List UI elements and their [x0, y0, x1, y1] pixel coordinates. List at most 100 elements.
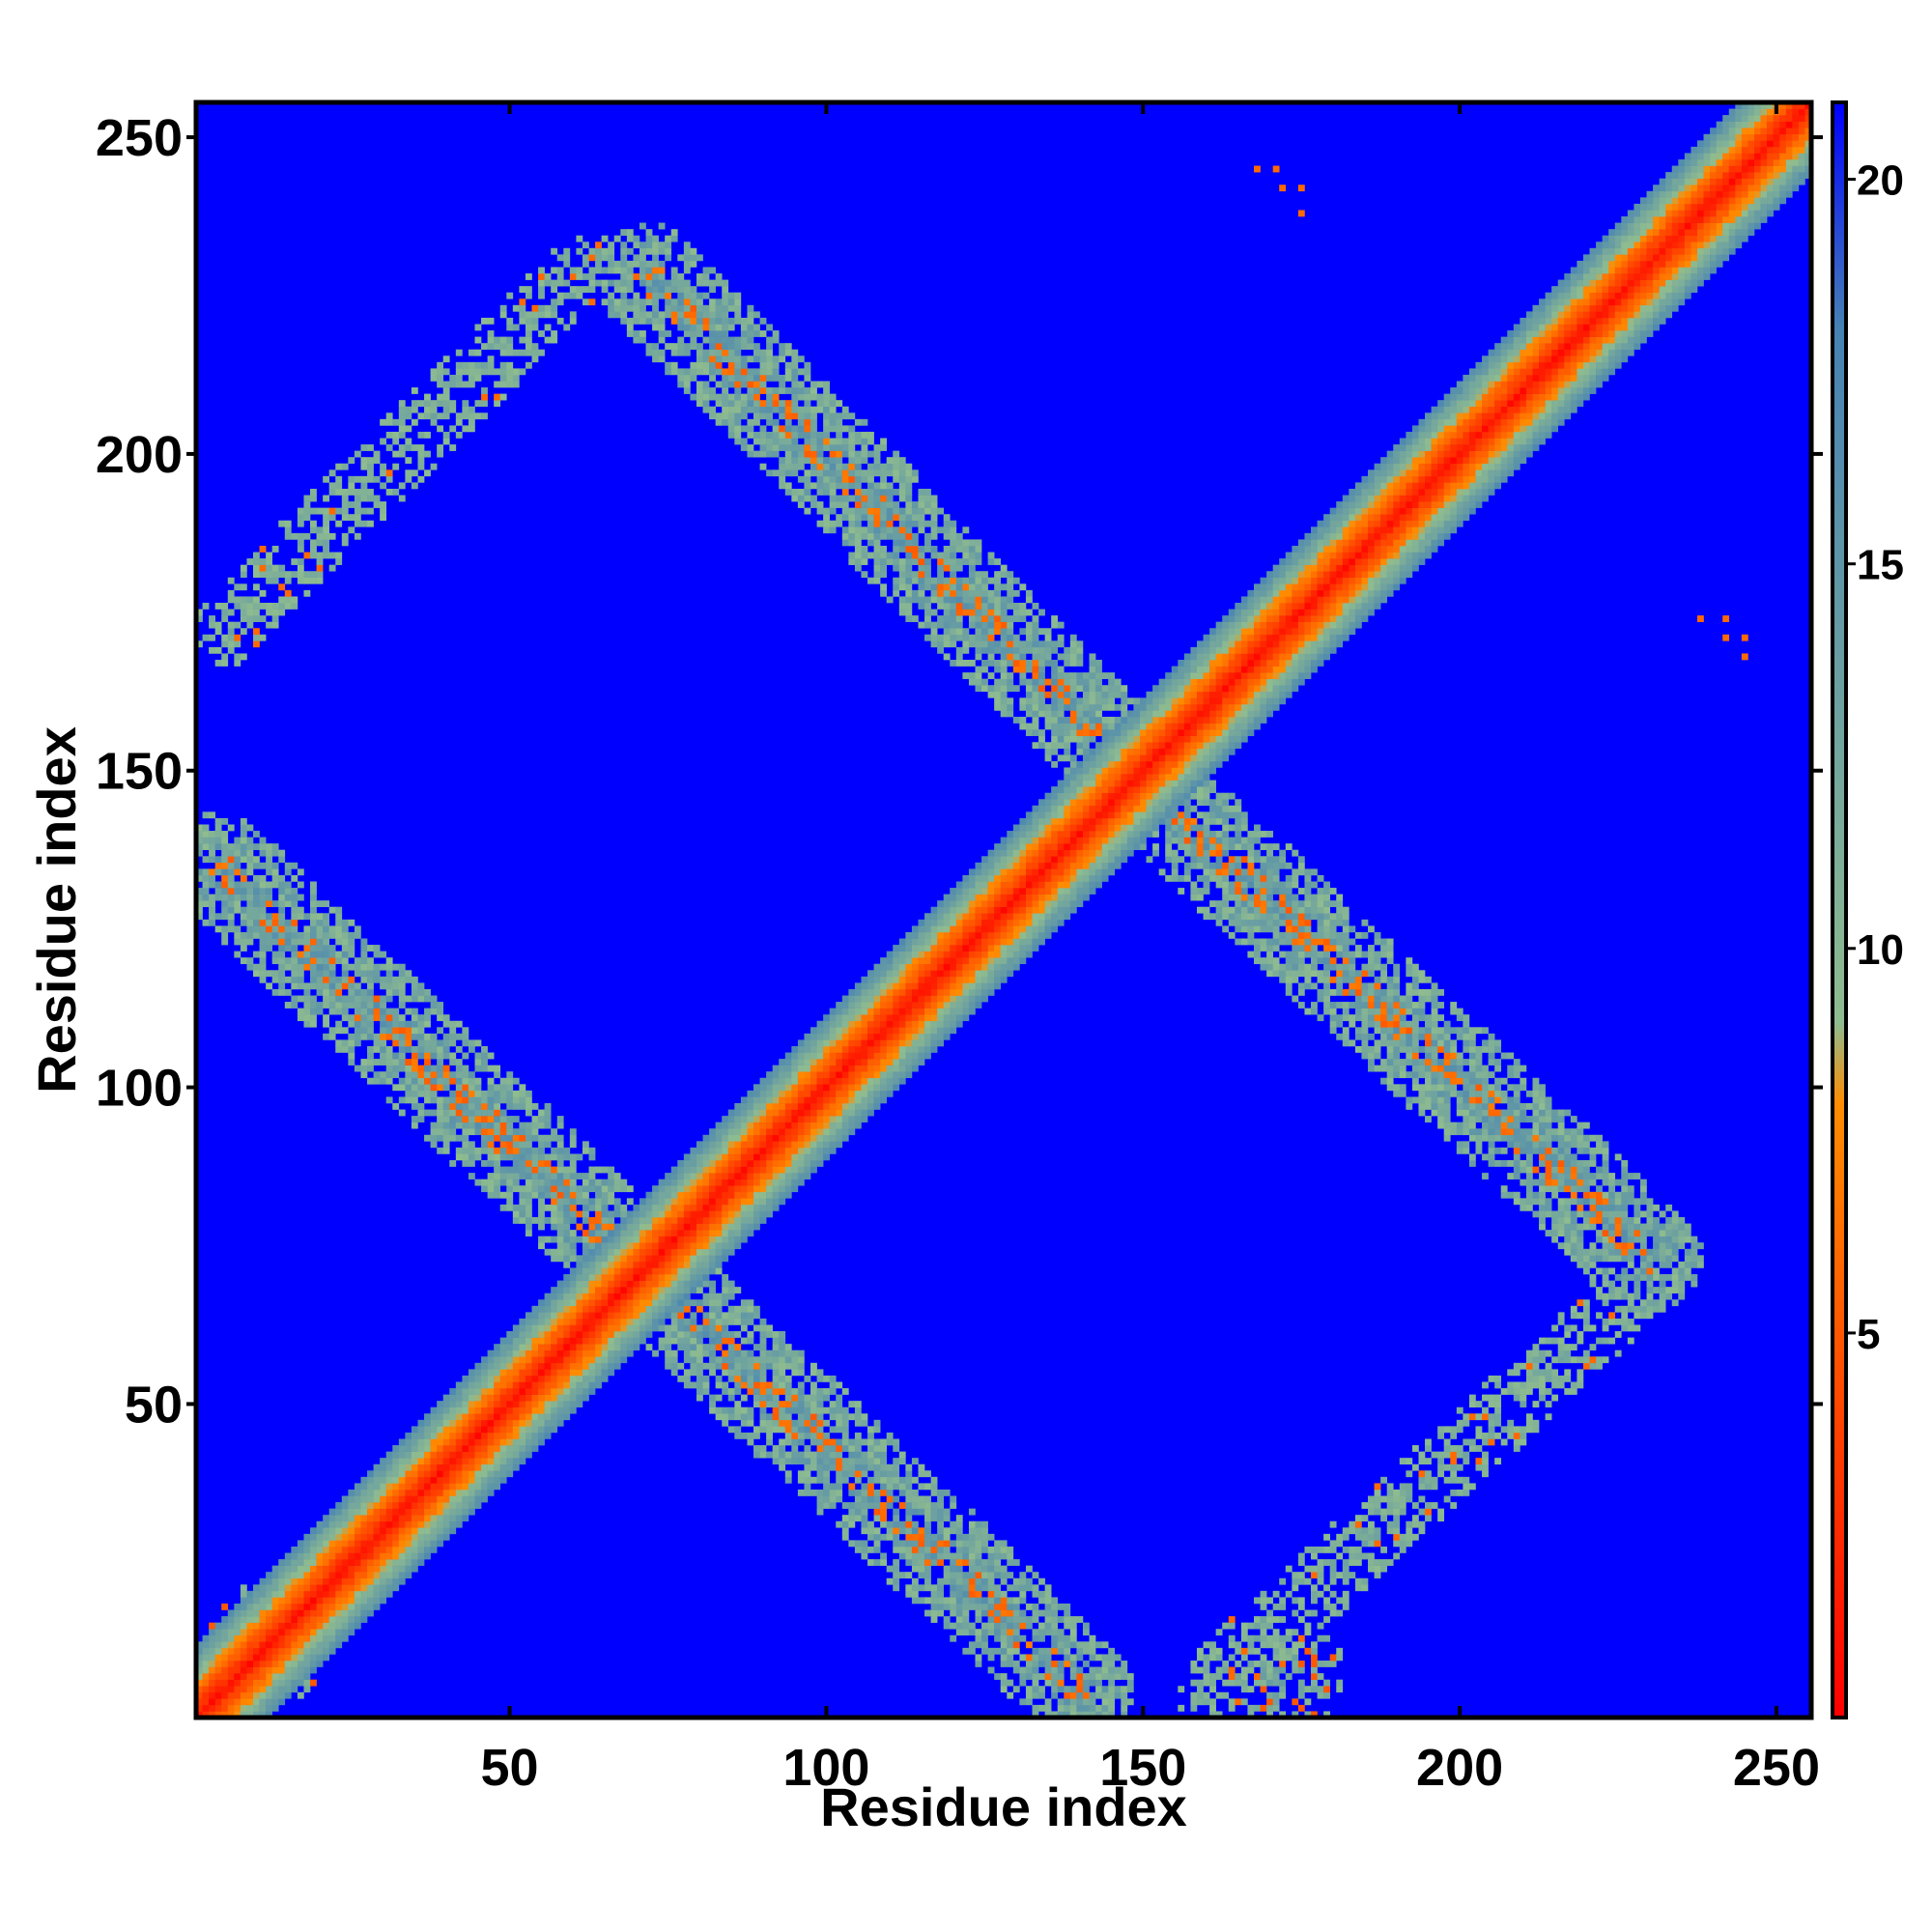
heatmap-cell — [449, 1102, 457, 1110]
heatmap-cell — [804, 1483, 811, 1491]
heatmap-cell — [499, 1344, 507, 1351]
heatmap-cell — [367, 1483, 374, 1491]
heatmap-cell — [829, 425, 837, 433]
heatmap-cell — [297, 894, 304, 901]
heatmap-cell — [658, 273, 666, 280]
heatmap-cell — [753, 311, 760, 319]
heatmap-cell — [519, 1337, 526, 1345]
heatmap-cell — [240, 653, 247, 661]
heatmap-cell — [715, 1406, 723, 1414]
heatmap-cell — [449, 1426, 457, 1434]
heatmap-cell — [512, 1173, 520, 1179]
heatmap-cell — [759, 1362, 767, 1370]
heatmap-cell — [449, 1027, 457, 1035]
heatmap-cell — [259, 951, 267, 958]
heatmap-cell — [246, 938, 254, 946]
heatmap-cell — [341, 995, 349, 1003]
heatmap-cell — [259, 837, 267, 844]
heatmap-cell — [519, 1406, 526, 1414]
heatmap-cell — [360, 957, 368, 965]
heatmap-cell — [816, 1458, 824, 1465]
heatmap-cell — [683, 1210, 691, 1218]
heatmap-cell — [588, 267, 596, 274]
heatmap-cell — [214, 1634, 222, 1642]
heatmap-cell — [544, 1134, 552, 1142]
heatmap-cell — [468, 1077, 475, 1085]
heatmap-cell — [797, 457, 805, 465]
heatmap-cell — [278, 938, 286, 946]
heatmap-cell — [525, 1445, 532, 1452]
heatmap-cell — [544, 273, 552, 280]
heatmap-cell — [512, 324, 520, 331]
heatmap-cell — [715, 1267, 723, 1275]
heatmap-cell — [411, 1102, 418, 1110]
heatmap-cell — [328, 982, 336, 990]
heatmap-cell — [823, 1458, 830, 1465]
heatmap-cell — [620, 1350, 628, 1357]
heatmap-cell — [398, 1109, 406, 1117]
heatmap-cell — [772, 1160, 780, 1167]
heatmap-cell — [221, 906, 229, 914]
heatmap-cell — [341, 463, 349, 470]
heatmap-cell — [569, 1324, 577, 1332]
heatmap-cell — [221, 862, 229, 869]
heatmap-cell — [582, 298, 589, 306]
heatmap-cell — [380, 1014, 387, 1022]
heatmap-cell — [816, 1438, 824, 1446]
heatmap-cell — [784, 1375, 792, 1382]
heatmap-cell — [519, 298, 526, 306]
heatmap-cell — [354, 1520, 361, 1528]
heatmap-cell — [690, 330, 697, 337]
heatmap-cell — [677, 381, 685, 388]
heatmap-cell — [569, 1280, 577, 1288]
heatmap-cell — [784, 444, 792, 451]
heatmap-cell — [266, 1603, 272, 1610]
heatmap-cell — [297, 951, 304, 958]
heatmap-cell — [665, 1324, 672, 1332]
heatmap-cell — [613, 1236, 621, 1243]
heatmap-cell — [499, 1438, 507, 1446]
heatmap-cell — [310, 577, 317, 584]
heatmap-cell — [702, 1185, 710, 1193]
heatmap-cell — [715, 1173, 723, 1179]
heatmap-cell — [506, 1134, 514, 1142]
heatmap-cell — [462, 1426, 469, 1434]
heatmap-cell — [823, 1432, 830, 1439]
heatmap-cell — [823, 1419, 830, 1427]
heatmap-cell — [670, 349, 678, 356]
heatmap-cell — [531, 1147, 539, 1154]
heatmap-cell — [499, 1413, 507, 1421]
heatmap-cell — [816, 1065, 824, 1072]
heatmap-cell — [836, 1109, 843, 1117]
heatmap-cell — [551, 1217, 558, 1224]
heatmap-cell — [804, 1102, 811, 1110]
heatmap-cell — [823, 425, 830, 433]
heatmap-cell — [696, 1173, 703, 1179]
heatmap-cell — [253, 640, 260, 648]
heatmap-cell — [816, 488, 824, 496]
heatmap-cell — [341, 970, 349, 978]
heatmap-cell — [740, 1141, 748, 1149]
heatmap-cell — [455, 1520, 463, 1528]
heatmap-cell — [563, 1287, 571, 1293]
heatmap-cell — [633, 1230, 640, 1236]
heatmap-cell — [519, 1324, 526, 1332]
heatmap-cell — [437, 1533, 444, 1541]
heatmap-cell — [481, 1495, 488, 1503]
heatmap-cell — [392, 1445, 400, 1452]
heatmap-cell — [791, 495, 799, 502]
heatmap-cell — [253, 1691, 260, 1699]
heatmap-cell — [740, 1381, 748, 1389]
heatmap-cell — [316, 970, 324, 978]
heatmap-cell — [373, 1584, 381, 1592]
heatmap-cell — [722, 286, 729, 294]
heatmap-cell — [405, 1008, 412, 1015]
heatmap-cell — [829, 475, 837, 483]
heatmap-cell — [499, 1122, 507, 1129]
heatmap-cell — [367, 1002, 374, 1009]
heatmap-cell — [652, 1312, 659, 1320]
heatmap-cell — [601, 235, 609, 242]
heatmap-cell — [722, 1179, 729, 1186]
heatmap-cell — [512, 1090, 520, 1097]
heatmap-cell — [291, 596, 298, 604]
